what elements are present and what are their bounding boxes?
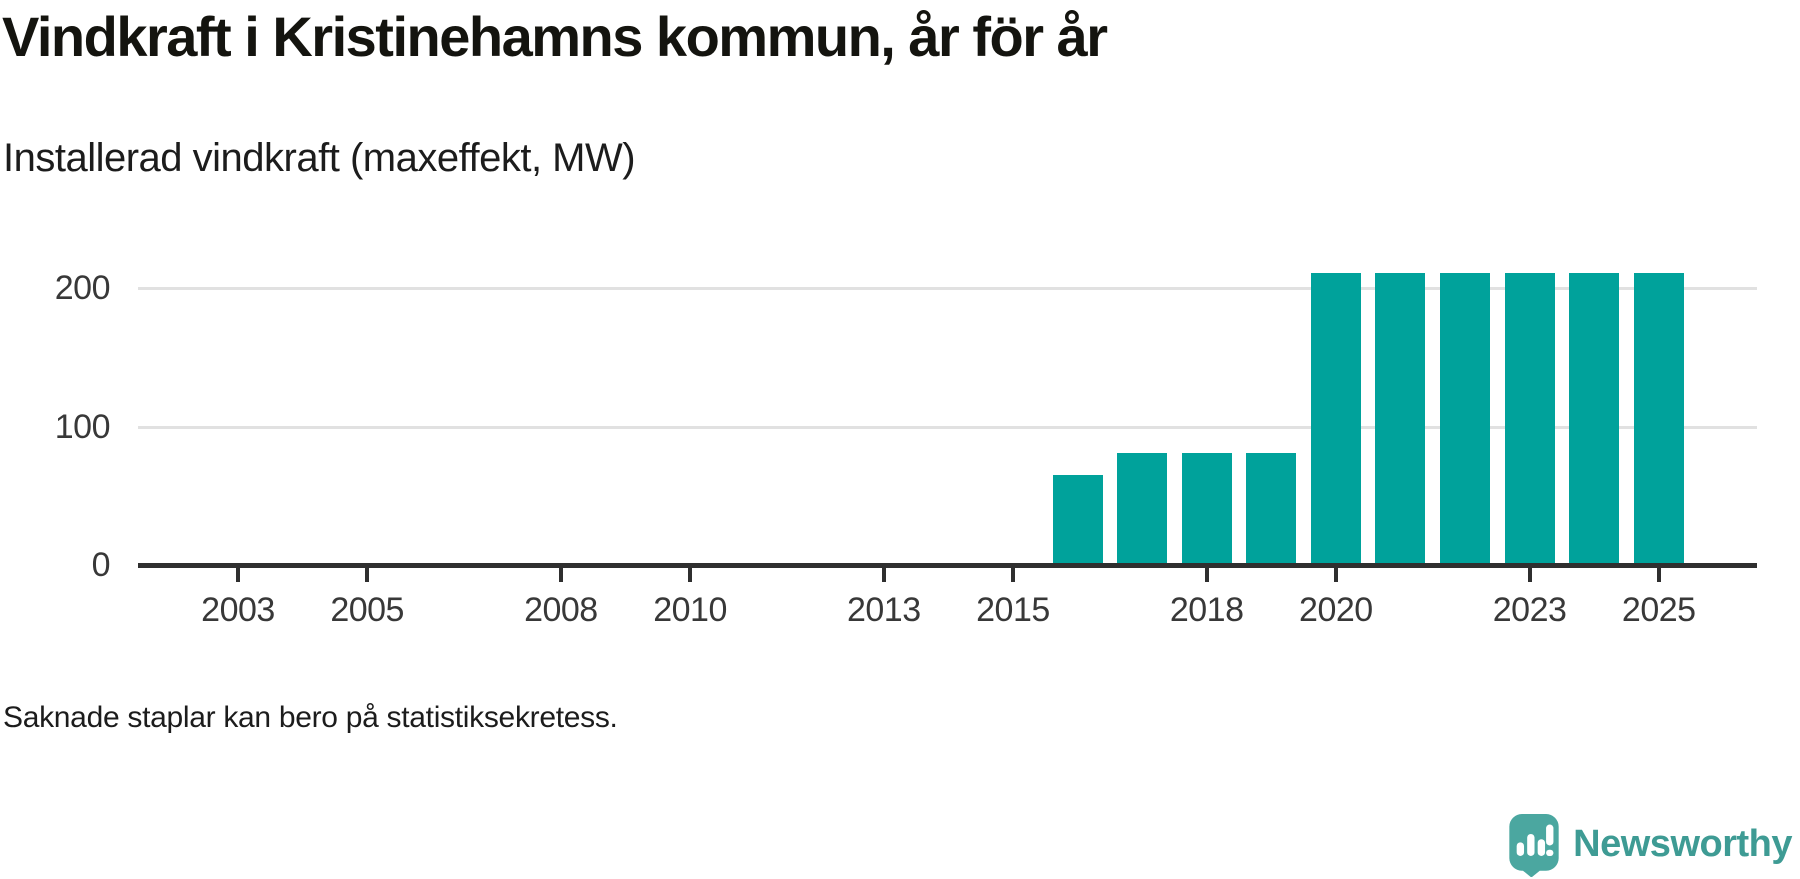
x-tick-label-2023: 2023 [1492,591,1567,629]
newsworthy-logo-icon [1509,814,1559,877]
x-tick-label-2020: 2020 [1299,591,1373,629]
x-tick-mark-2015 [1010,568,1015,582]
x-tick-label-2015: 2015 [976,591,1050,629]
bar-2020 [1310,272,1361,566]
chart-subtitle: Installerad vindkraft (maxeffekt, MW) [3,136,636,180]
bar-2023 [1504,272,1555,566]
x-tick-mark-2025 [1656,568,1661,582]
bar-2024 [1569,272,1620,566]
gridline-y-200 [138,287,1757,290]
bar-2019 [1246,452,1297,566]
chart-title: Vindkraft i Kristinehamns kommun, år för… [2,5,1108,68]
y-tick-label-0: 0 [91,546,111,584]
y-tick-label-100: 100 [54,407,111,446]
bar-2018 [1181,452,1232,566]
x-tick-label-2005: 2005 [330,591,404,629]
x-tick-label-2018: 2018 [1169,591,1244,629]
y-tick-label-200: 200 [54,269,111,307]
gridline-y-100 [138,425,1757,429]
x-axis-line [138,563,1757,568]
bar-2022 [1440,272,1491,566]
x-tick-mark-2008 [558,568,563,582]
x-tick-mark-2023 [1527,568,1532,582]
bar-2021 [1375,272,1426,566]
x-tick-mark-2020 [1333,568,1338,582]
x-tick-mark-2013 [881,568,886,582]
x-tick-mark-2010 [688,568,693,582]
x-tick-label-2008: 2008 [524,591,598,629]
newsworthy-logo-text: Newsworthy [1573,823,1792,865]
x-tick-label-2010: 2010 [653,591,727,629]
x-tick-mark-2018 [1204,568,1209,582]
bar-2025 [1633,272,1684,566]
x-tick-label-2003: 2003 [201,591,275,629]
bar-2017 [1117,452,1168,566]
x-tick-mark-2005 [365,568,370,582]
bar-2016 [1052,474,1103,566]
x-tick-mark-2003 [236,568,240,582]
x-tick-label-2025: 2025 [1621,591,1696,629]
plot-area: 2003 2005 2008 2010 2013 2015 2018 2020 2023 2025… [54,269,1757,629]
footnote: Saknade staplar kan bero på statistiksek… [3,701,618,734]
newsworthy-logo: Newsworthy [1509,814,1792,877]
x-tick-label-2013: 2013 [846,591,921,629]
